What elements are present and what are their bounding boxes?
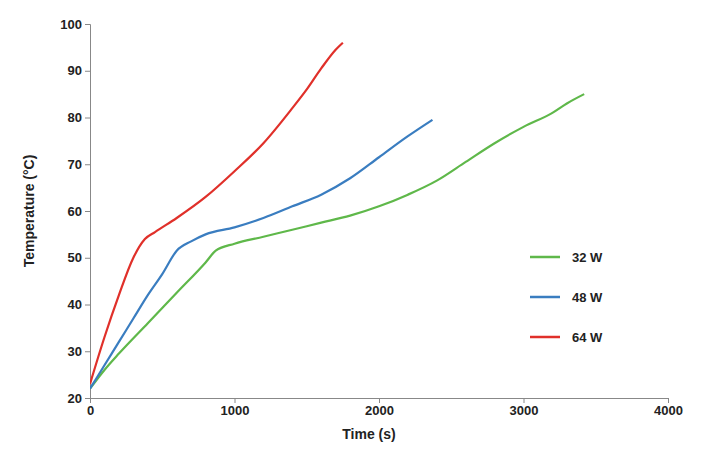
y-tick-mark <box>85 24 90 25</box>
legend-swatch <box>530 256 560 259</box>
y-tick: 40 <box>68 297 90 312</box>
series-group <box>90 43 584 389</box>
y-tick: 100 <box>60 17 90 32</box>
y-tick: 30 <box>68 344 90 359</box>
y-tick: 50 <box>68 250 90 265</box>
legend: 32 W 48 W 64 W <box>530 250 603 345</box>
y-tick-mark <box>85 71 90 72</box>
y-tick-mark <box>85 305 90 306</box>
y-tick: 20 <box>68 391 90 406</box>
legend-label: 64 W <box>572 330 603 345</box>
series-line <box>90 43 343 384</box>
x-tick: 1000 <box>221 398 250 418</box>
x-tick-label: 2000 <box>365 403 394 418</box>
y-tick-label: 50 <box>68 250 82 265</box>
legend-label: 32 W <box>572 250 603 265</box>
x-axis-title: Time (s) <box>342 426 395 442</box>
plot: 0 1000 2000 3000 4000 20 30 40 50 60 70 80 90 100 <box>60 17 683 419</box>
y-tick-label: 20 <box>68 391 82 406</box>
y-tick: 90 <box>68 63 90 78</box>
x-axis: 0 1000 2000 3000 4000 <box>87 398 683 418</box>
y-tick-label: 60 <box>68 204 82 219</box>
legend-swatch <box>530 296 560 299</box>
y-tick-label: 100 <box>60 17 82 32</box>
x-tick: 3000 <box>510 398 539 418</box>
y-tick-label: 80 <box>68 110 82 125</box>
y-axis-line <box>85 25 91 399</box>
x-tick-label: 3000 <box>510 403 539 418</box>
x-tick: 4000 <box>654 398 683 418</box>
legend-label: 48 W <box>572 290 603 305</box>
y-tick-mark <box>85 351 90 352</box>
y-tick-label: 40 <box>68 297 82 312</box>
y-tick-label: 30 <box>68 344 82 359</box>
x-tick-label: 4000 <box>654 403 683 418</box>
y-tick-mark <box>85 211 90 212</box>
y-tick-label: 90 <box>68 63 82 78</box>
x-tick-label: 1000 <box>221 403 250 418</box>
y-tick: 60 <box>68 204 90 219</box>
y-axis-title: Temperature (°C) <box>21 155 37 268</box>
chart: 0 1000 2000 3000 4000 20 30 40 50 60 70 80 90 100 Time… <box>0 0 706 451</box>
x-tick: 0 <box>87 398 94 418</box>
x-tick: 2000 <box>365 398 394 418</box>
y-tick: 70 <box>68 157 90 172</box>
y-tick: 80 <box>68 110 90 125</box>
y-tick-mark <box>85 118 90 119</box>
y-axis: 20 30 40 50 60 70 80 90 100 <box>60 17 90 406</box>
y-tick-mark <box>85 258 90 259</box>
y-tick-mark <box>85 164 90 165</box>
y-tick-mark <box>85 398 90 399</box>
legend-swatch <box>530 336 560 339</box>
series-line <box>90 94 584 389</box>
x-tick-label: 0 <box>87 403 94 418</box>
y-tick-label: 70 <box>68 157 82 172</box>
series-line <box>90 120 432 389</box>
